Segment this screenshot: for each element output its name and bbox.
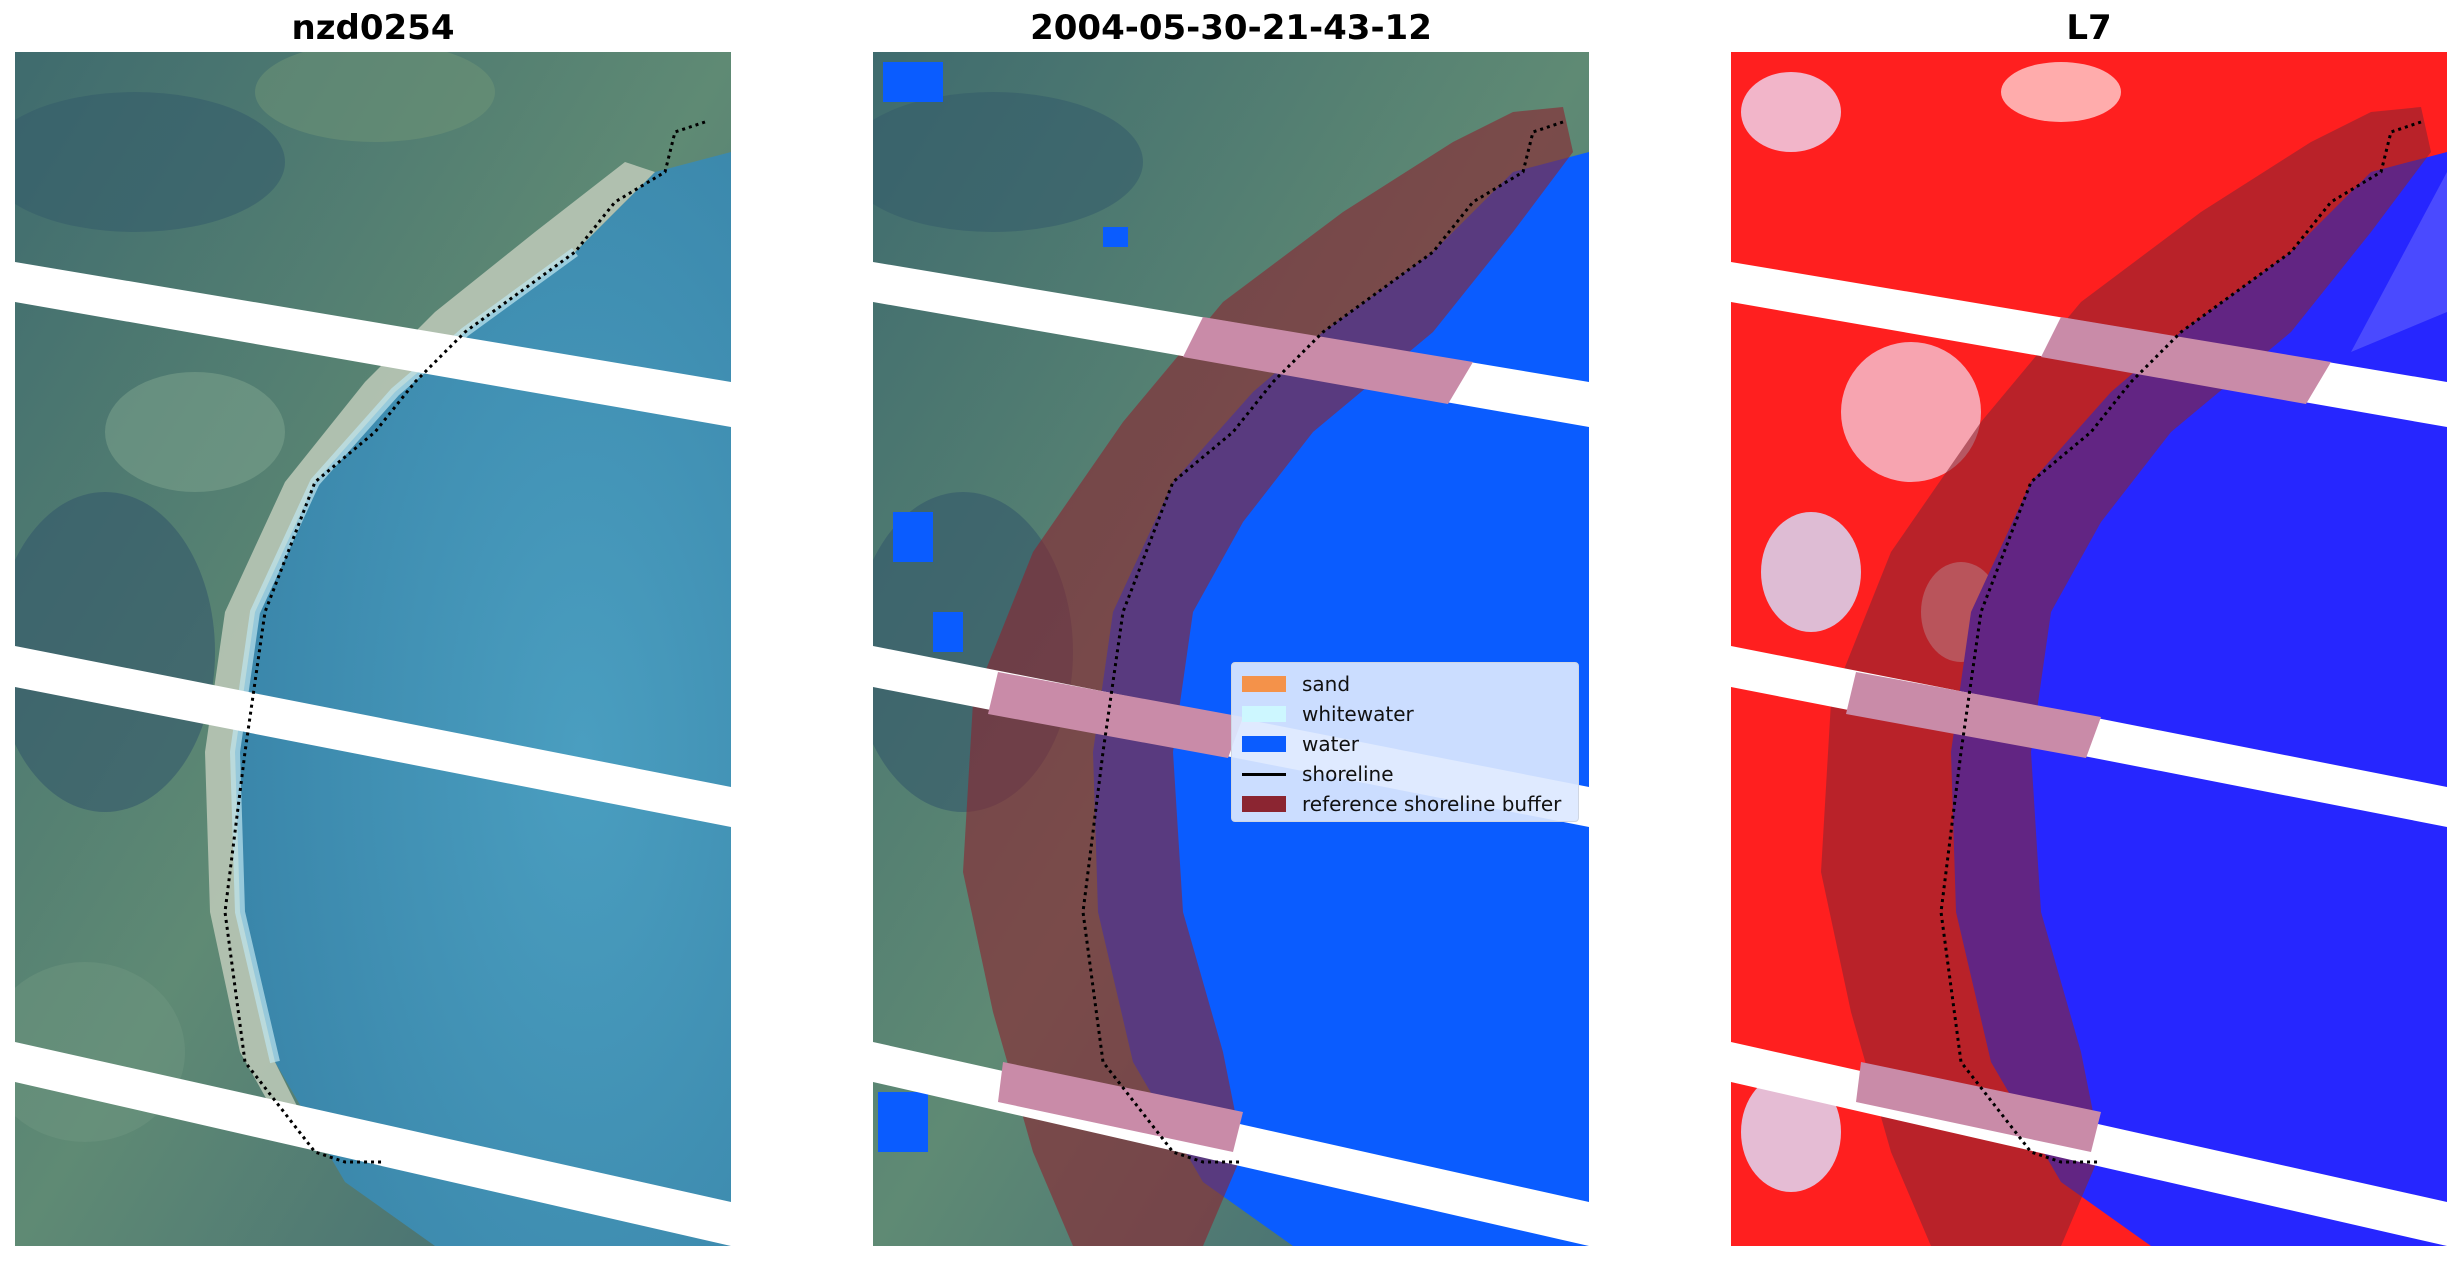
legend-item-whitewater: whitewater [1242,699,1568,729]
legend-item-shoreline: shoreline [1242,759,1568,789]
legend-label: whitewater [1302,702,1414,726]
legend-label: water [1302,732,1359,756]
shoreline-swatch [1242,772,1286,776]
classified-image [873,52,1589,1246]
whitewater-swatch [1242,706,1286,722]
buffer-swatch [1242,796,1286,812]
rgb-image [15,52,731,1246]
legend-label: shoreline [1302,762,1394,786]
legend-label: reference shoreline buffer [1302,792,1562,816]
legend-item-water: water [1242,729,1568,759]
rgb-image-panel [15,52,731,1246]
panel-title-index: L7 [2066,8,2112,48]
legend-label: sand [1302,672,1351,696]
panel-title-rgb: nzd0254 [291,8,455,48]
water-swatch [1242,736,1286,752]
index-image [1731,52,2447,1246]
index-image-panel [1731,52,2447,1246]
classified-image-panel [873,52,1589,1246]
legend-item-sand: sand [1242,669,1568,699]
legend-item-buffer: reference shoreline buffer [1242,789,1568,819]
panel-title-classified: 2004-05-30-21-43-12 [1030,8,1432,48]
legend: sand whitewater water shoreline referenc… [1231,662,1579,822]
sand-swatch [1242,676,1286,692]
